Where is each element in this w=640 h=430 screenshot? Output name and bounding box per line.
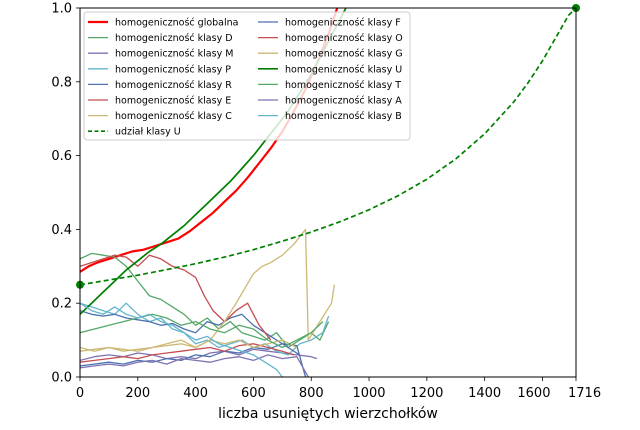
legend-label-homogenicznosc-klasy-g: homogeniczność klasy G bbox=[285, 49, 403, 60]
series-line-homogenicznosc-klasy-f bbox=[80, 343, 307, 377]
x-axis: 0 200 400 600 800 1000 1200 1400 1600 1716 bbox=[76, 377, 601, 401]
x-tick-label: 200 bbox=[125, 386, 150, 401]
series-line-homogenicznosc-klasy-e bbox=[80, 254, 272, 341]
legend-label-homogenicznosc-klasy-o: homogeniczność klasy O bbox=[285, 33, 403, 44]
series-line-homogenicznosc-klasy-a bbox=[80, 354, 309, 377]
legend-label-homogenicznosc-klasy-p: homogeniczność klasy P bbox=[115, 64, 231, 75]
x-tick-label: 1600 bbox=[517, 386, 550, 401]
y-tick-label: 0.0 bbox=[51, 371, 72, 386]
legend-label-homogenicznosc-klasy-u: homogeniczność klasy U bbox=[285, 64, 402, 75]
legend-label-udzial-klasy-u: udział klasy U bbox=[115, 127, 181, 138]
x-tick-label: 1200 bbox=[410, 386, 443, 401]
y-tick-label: 0.4 bbox=[51, 223, 72, 238]
series-line-homogenicznosc-klasy-g bbox=[80, 339, 298, 352]
x-tick-label: 1000 bbox=[352, 386, 385, 401]
legend-label-homogenicznosc-klasy-m: homogeniczność klasy M bbox=[115, 49, 233, 60]
series-line-homogenicznosc-klasy-b bbox=[80, 302, 283, 377]
legend-label-homogenicznosc-klasy-e: homogeniczność klasy E bbox=[115, 96, 231, 107]
series-line-homogenicznosc-klasy-d bbox=[80, 252, 330, 349]
legend-label-homogenicznosc-globalna: homogeniczność globalna bbox=[115, 18, 239, 29]
y-axis: 0.0 0.2 0.4 0.6 0.8 1.0 bbox=[51, 2, 80, 386]
legend-label-homogenicznosc-klasy-c: homogeniczność klasy C bbox=[115, 111, 232, 122]
legend-label-homogenicznosc-klasy-b: homogeniczność klasy B bbox=[285, 111, 402, 122]
series-layer bbox=[80, 8, 576, 377]
x-tick-label: 1400 bbox=[468, 386, 501, 401]
y-tick-label: 0.6 bbox=[51, 149, 72, 164]
series-line-homogenicznosc-klasy-p bbox=[80, 302, 330, 356]
series-line-homogenicznosc-klasy-r bbox=[80, 309, 301, 356]
x-tick-label: 400 bbox=[183, 386, 208, 401]
y-tick-label: 0.2 bbox=[51, 297, 72, 312]
legend-label-homogenicznosc-klasy-r: homogeniczność klasy R bbox=[115, 80, 232, 91]
x-tick-label: 1716 bbox=[568, 386, 601, 401]
legend-label-homogenicznosc-klasy-f: homogeniczność klasy F bbox=[285, 18, 401, 29]
series-line-homogenicznosc-klasy-c bbox=[80, 228, 336, 352]
y-tick-label: 1.0 bbox=[51, 2, 72, 17]
legend-box bbox=[83, 11, 411, 141]
legend-label-homogenicznosc-klasy-a: homogeniczność klasy A bbox=[285, 96, 402, 107]
legend-label-homogenicznosc-klasy-d: homogeniczność klasy D bbox=[115, 33, 233, 44]
legend: homogeniczność globalna homogeniczność kl… bbox=[83, 11, 411, 141]
x-axis-title: liczba usuniętych wierzchołków bbox=[218, 406, 438, 422]
y-tick-label: 0.8 bbox=[51, 75, 72, 90]
plot-frame bbox=[79, 7, 577, 378]
series-line-homogenicznosc-klasy-t bbox=[80, 313, 324, 349]
series-line-udzial-klasy-u bbox=[80, 8, 576, 286]
x-tick-label: 0 bbox=[76, 386, 84, 401]
x-tick-label: 800 bbox=[299, 386, 324, 401]
legend-label-homogenicznosc-klasy-t: homogeniczność klasy T bbox=[285, 80, 401, 91]
x-tick-label: 600 bbox=[241, 386, 266, 401]
